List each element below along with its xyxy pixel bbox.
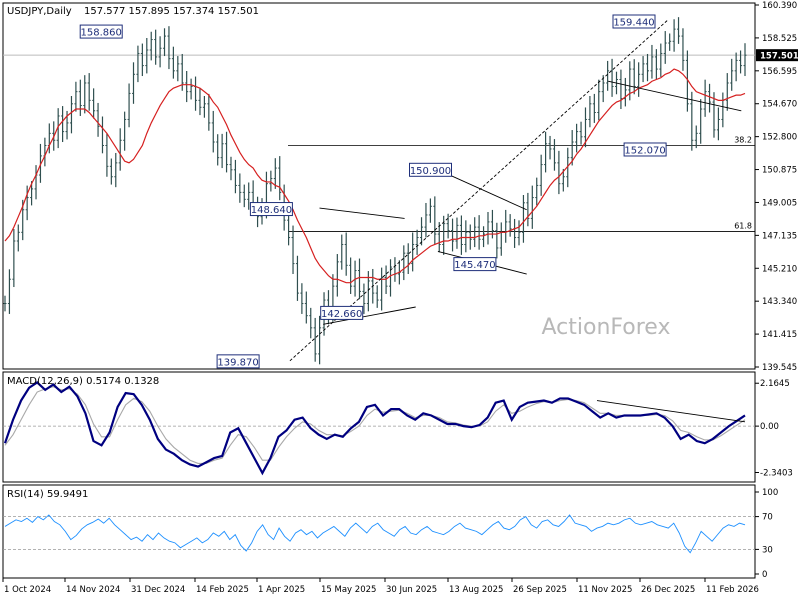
annotation-box: [612, 14, 656, 29]
macd-title: MACD(12,26,9) 0.5174 0.1328: [7, 376, 159, 387]
date-axis-label: 13 Aug 2025: [449, 585, 503, 595]
macd-trend-line: [596, 400, 746, 423]
price-axis-label: 156.595: [762, 67, 797, 77]
price-axis-label: 160.390: [762, 1, 797, 11]
annotation-label: 148.640: [251, 205, 292, 216]
macd-line: [3, 381, 746, 476]
watermark: ActionForex: [542, 315, 671, 340]
price-axis-label: 139.545: [762, 363, 797, 373]
current-price-tag: [756, 49, 798, 62]
annotation-label: 139.870: [217, 357, 258, 368]
annotation-box: [409, 162, 452, 177]
rsi-axis-label: 30: [762, 545, 773, 555]
macd-axis-label: -2.3403: [760, 469, 793, 479]
fib-level-label: 61.8: [734, 221, 752, 230]
price-axis-label: 143.340: [762, 297, 797, 307]
date-axis-label: 30 Jun 2025: [386, 585, 437, 595]
date-axis-label: 11 Feb 2026: [706, 585, 759, 595]
annotation-label: 152.070: [624, 145, 665, 156]
moving-average-line: [4, 68, 746, 284]
trend-line: [608, 80, 742, 112]
annotation-box: [249, 202, 293, 217]
trend-line: [319, 207, 405, 219]
price-layer: 38.2 61.8 158.860 159.440 152.070 150.900 148.…: [3, 14, 755, 369]
rsi-layer: [3, 514, 755, 554]
rsi-axis-label: 70: [762, 513, 773, 523]
annotation-label: 150.900: [410, 166, 451, 177]
price-axis-label: 145.210: [762, 264, 797, 274]
annotation-label: 142.660: [321, 309, 362, 320]
date-axis-label: 1 Apr 2025: [258, 585, 305, 595]
ohlc-readout: 157.577 157.895 157.374 157.501: [84, 6, 259, 17]
price-axis-label: 141.415: [762, 330, 797, 340]
price-axis-label: 154.670: [762, 100, 797, 110]
macd-panel: [2, 371, 756, 483]
rsi-axis-label: 0: [762, 570, 767, 580]
price-axis-label: 149.005: [762, 198, 797, 208]
rsi-line: [4, 514, 746, 554]
rsi-title: RSI(14) 59.9491: [7, 489, 88, 500]
price-axis-label: 150.875: [762, 166, 797, 176]
price-axis-label: 152.800: [762, 133, 797, 143]
date-axis-label: 15 May 2025: [321, 585, 376, 595]
macd-axis-label: 0.00: [760, 422, 779, 432]
date-axis-label: 26 Dec 2025: [641, 585, 695, 595]
fib-level-label: 38.2: [734, 135, 752, 144]
price-axis-label: 158.525: [762, 34, 797, 44]
date-axis-label: 26 Sep 2025: [513, 585, 567, 595]
rsi-axis-label: 100: [762, 488, 778, 498]
annotation-label: 158.860: [81, 28, 122, 39]
date-axis-label: 14 Feb 2025: [196, 585, 249, 595]
annotation-box: [79, 24, 123, 39]
price-axis-label: 147.135: [762, 231, 797, 241]
chart-title: USDJPY,Daily: [7, 6, 72, 17]
trend-line: [323, 306, 416, 325]
date-axis-label: 11 Nov 2025: [578, 585, 632, 595]
annotation-box: [453, 257, 497, 272]
current-price-value: 157.501: [760, 52, 799, 62]
macd-axis-label: 2.1645: [760, 379, 790, 389]
date-axis-label: 1 Oct 2024: [4, 585, 51, 595]
date-axis-label: 31 Dec 2024: [131, 585, 185, 595]
annotation-box: [216, 354, 260, 369]
annotation-box: [320, 305, 364, 320]
annotation-label: 145.470: [454, 260, 495, 271]
annotation-box: [623, 142, 667, 157]
date-axis-label: 14 Nov 2024: [66, 585, 120, 595]
macd-layer: [3, 381, 755, 476]
rsi-panel: [2, 484, 756, 579]
annotation-label: 159.440: [613, 17, 654, 28]
